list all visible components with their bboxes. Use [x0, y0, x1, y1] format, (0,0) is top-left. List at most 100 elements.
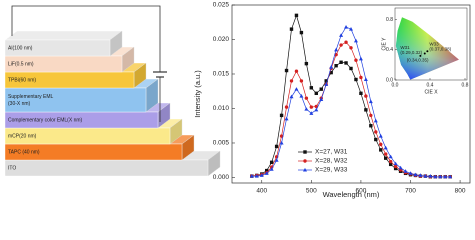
layer-label: Supplementary EML [8, 94, 54, 100]
data-point [438, 174, 443, 179]
data-point [334, 47, 339, 52]
data-point [354, 58, 358, 62]
layer-label: LiF(0.5 nm) [8, 61, 34, 67]
data-point [289, 79, 294, 83]
data-point [388, 159, 393, 164]
data-point [364, 94, 368, 98]
plot-frame [231, 4, 471, 184]
data-point [265, 168, 269, 173]
inset-point [426, 50, 429, 53]
inset-x-tick-label: 0.4 [427, 82, 434, 88]
data-point [373, 118, 378, 123]
data-point [324, 79, 328, 83]
data-point [279, 134, 284, 138]
data-point [294, 87, 299, 91]
inset-y-tick-label: 0.4 [386, 47, 393, 53]
x-tick-label: 500 [306, 188, 317, 195]
data-point [433, 174, 438, 179]
inset-point-label: (0.34,0.35) [407, 58, 429, 63]
data-point [368, 99, 373, 104]
data-point [289, 94, 294, 99]
data-point [393, 161, 398, 166]
layer-front [4, 159, 209, 177]
data-point [364, 108, 368, 112]
data-point [369, 124, 373, 128]
x-tick-label: 700 [405, 188, 416, 195]
data-point [384, 152, 388, 156]
data-point [309, 111, 314, 115]
figure: ITO TAPC (40 nm) mCP(20 nm) Complementary c… [4, 2, 471, 199]
inset-y-tick-label: 0.0 [386, 77, 393, 83]
data-point [349, 46, 353, 50]
cie-gamut-shade [395, 17, 459, 80]
data-point [448, 174, 453, 179]
data-point [379, 148, 383, 152]
inset-x-label: CIE X [424, 89, 438, 95]
layer-label: (30-X nm) [8, 101, 31, 107]
data-point [349, 27, 353, 31]
x-tick-label: 400 [256, 188, 267, 195]
data-point [274, 144, 279, 149]
data-point [413, 172, 418, 177]
data-point [294, 13, 299, 18]
data-point [384, 156, 388, 160]
data-point [303, 159, 307, 163]
y-tick-label: 0.015 [213, 71, 230, 78]
x-axis-label: Wavelength (nm) [323, 190, 380, 199]
data-point [279, 140, 284, 145]
y-tick-label: 0.005 [213, 140, 230, 147]
data-point [289, 27, 294, 31]
inset-x-tick-label: 0.8 [462, 82, 469, 88]
data-point [374, 137, 378, 142]
y-tick-label: 0.025 [213, 2, 230, 9]
data-point [309, 86, 314, 90]
inset-point-label: (0.29,0.32) [400, 50, 422, 55]
data-point [303, 167, 307, 172]
inset-point-tag: W31 [400, 45, 410, 50]
data-point [319, 87, 323, 91]
data-point [354, 77, 358, 82]
layer-top [4, 30, 123, 41]
data-point [349, 66, 353, 71]
data-point [359, 91, 363, 96]
data-point [284, 68, 289, 73]
data-point [378, 133, 383, 138]
data-point [388, 154, 393, 159]
data-point [304, 96, 309, 100]
layer-front [4, 39, 111, 57]
data-point [304, 61, 309, 66]
data-point [334, 64, 338, 68]
data-point [299, 30, 304, 35]
data-point [428, 174, 433, 178]
inset-x-tick-label: 0.0 [392, 82, 399, 88]
data-point [309, 105, 314, 109]
data-point [408, 171, 413, 175]
layer-label: ITO [8, 165, 16, 171]
data-point [339, 33, 344, 37]
data-point [319, 97, 324, 102]
data-point [324, 82, 329, 86]
x-tick-label: 800 [455, 188, 466, 195]
inset-point [419, 54, 422, 57]
data-point [379, 142, 383, 147]
inset-y-tick-label: 0.8 [386, 17, 393, 23]
data-point [443, 174, 448, 179]
data-point [363, 77, 368, 82]
data-point [259, 173, 264, 177]
data-point [299, 93, 304, 98]
data-point [344, 61, 348, 65]
data-point [393, 166, 398, 171]
chart: 0.000 0.005 0.010 0.015 0.020 0.025 400 500 600 7… [193, 2, 471, 199]
data-point [284, 105, 289, 109]
data-point [314, 91, 318, 96]
layer-label: TPBi(60 nm) [8, 77, 36, 83]
data-point [269, 160, 274, 165]
data-point [314, 107, 319, 112]
data-point [388, 162, 393, 167]
data-point [339, 43, 343, 47]
data-point [303, 150, 307, 154]
device-stack: ITO TAPC (40 nm) mCP(20 nm) Complementary c… [4, 30, 221, 177]
inset-y-label: CIE Y [381, 37, 387, 51]
legend-label: X=29, W33 [315, 167, 348, 174]
x-tick-label: 600 [355, 188, 366, 195]
